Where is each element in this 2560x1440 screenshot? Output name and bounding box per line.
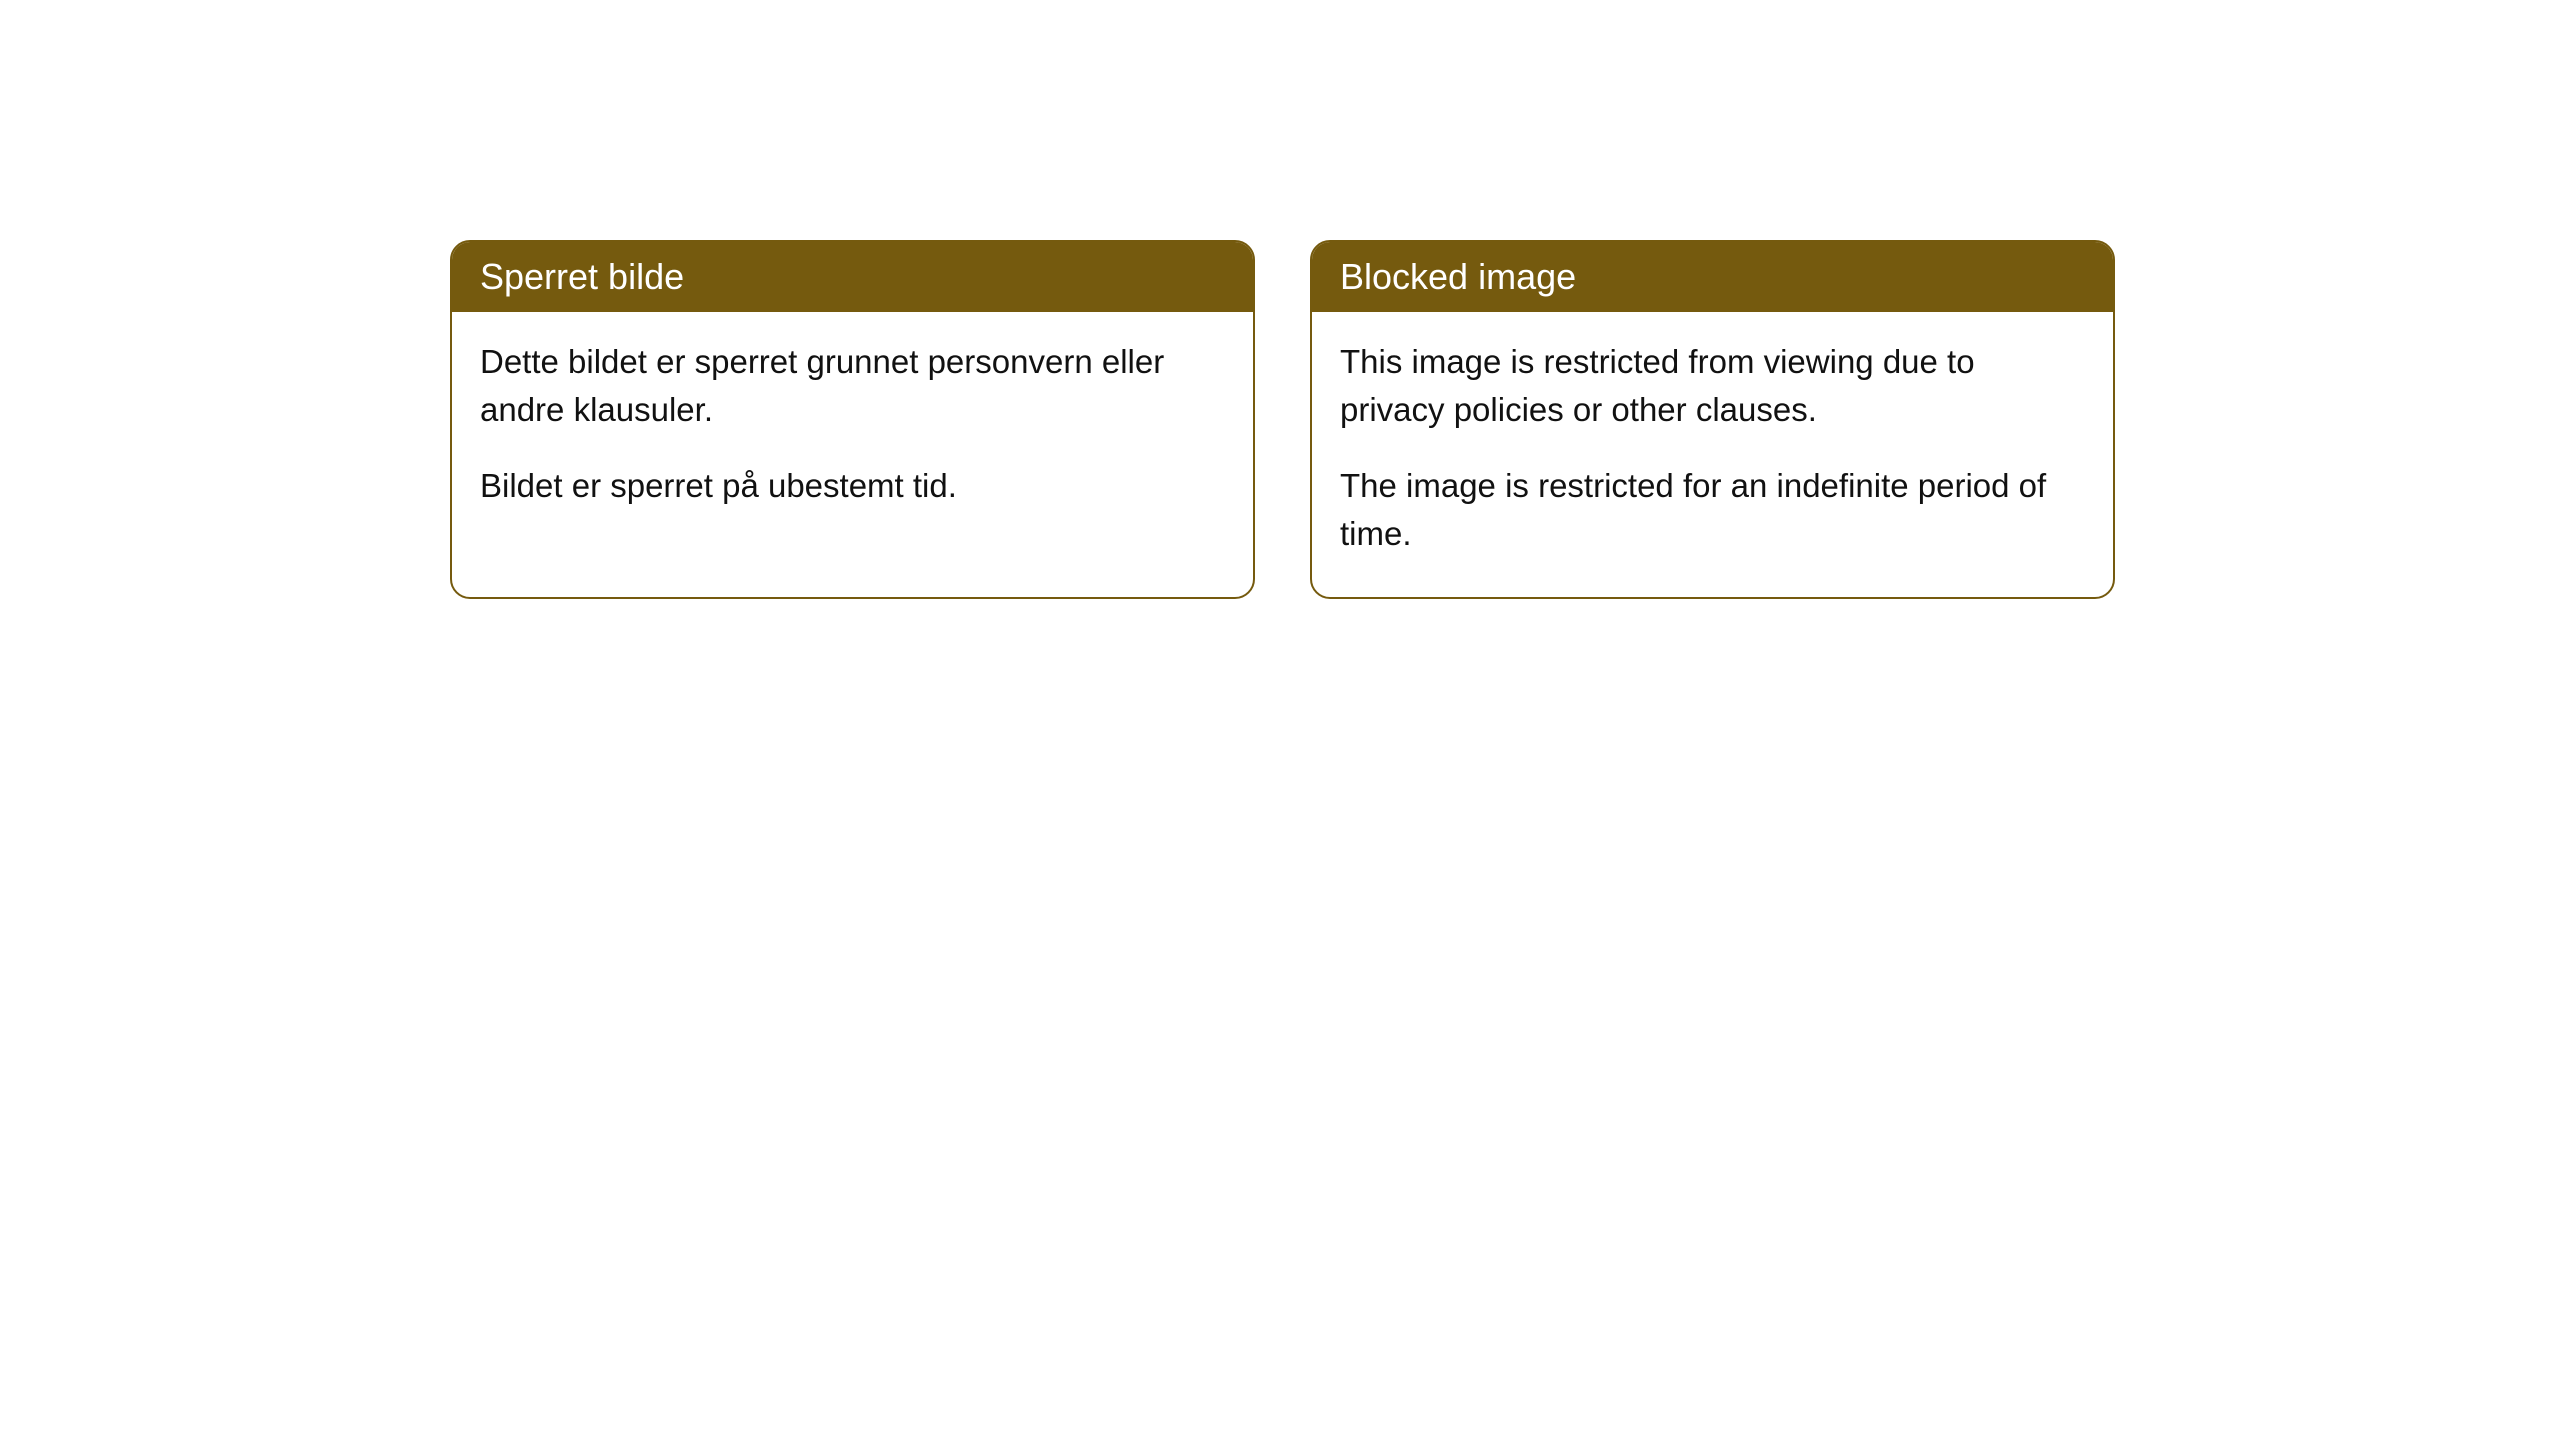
card-text-en-2: The image is restricted for an indefinit… [1340,462,2085,558]
card-text-en-1: This image is restricted from viewing du… [1340,338,2085,434]
card-body-no: Dette bildet er sperret grunnet personve… [452,312,1253,550]
card-header-no: Sperret bilde [452,242,1253,312]
blocked-image-card-no: Sperret bilde Dette bildet er sperret gr… [450,240,1255,599]
card-body-en: This image is restricted from viewing du… [1312,312,2113,597]
blocked-image-card-en: Blocked image This image is restricted f… [1310,240,2115,599]
blocked-image-notice-container: Sperret bilde Dette bildet er sperret gr… [450,240,2115,599]
card-text-no-2: Bildet er sperret på ubestemt tid. [480,462,1225,510]
card-header-en: Blocked image [1312,242,2113,312]
card-text-no-1: Dette bildet er sperret grunnet personve… [480,338,1225,434]
